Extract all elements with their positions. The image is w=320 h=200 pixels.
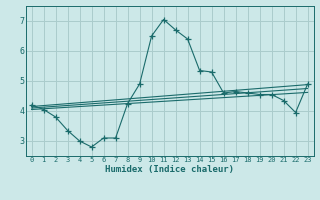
X-axis label: Humidex (Indice chaleur): Humidex (Indice chaleur): [105, 165, 234, 174]
